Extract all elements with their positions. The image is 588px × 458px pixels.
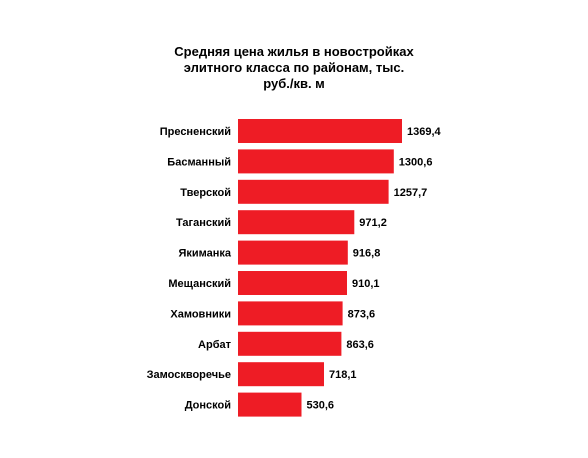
category-label-6: Мещанский [168, 278, 231, 290]
bar-6 [238, 271, 347, 295]
bar-3 [238, 179, 389, 204]
chart-title-line-1: Средняя цена жилья в новостройках [174, 44, 414, 59]
bar-4 [238, 210, 355, 235]
category-label-5: Якиманка [178, 248, 231, 260]
category-label-8: Арбат [198, 339, 232, 351]
value-label-9: 718,1 [329, 369, 357, 381]
value-label-6: 910,1 [352, 278, 380, 290]
category-label-9: Замоскворечье [147, 369, 231, 381]
value-label-5: 916,8 [353, 248, 381, 260]
category-label-2: Басманный [167, 156, 231, 168]
bar-5 [238, 240, 348, 265]
category-label-10: Донской [185, 400, 231, 412]
value-label-10: 530,6 [307, 400, 335, 412]
value-label-4: 971,2 [359, 217, 387, 229]
bar-2 [238, 149, 394, 174]
bar-9 [238, 362, 324, 387]
category-label-4: Таганский [176, 217, 231, 229]
bar-7 [238, 301, 343, 326]
value-label-1: 1369,4 [407, 126, 442, 138]
category-label-7: Хамовники [170, 308, 231, 320]
category-label-3: Тверской [180, 187, 231, 199]
category-label-1: Пресненский [160, 126, 231, 138]
value-label-8: 863,6 [346, 339, 374, 351]
value-label-2: 1300,6 [399, 156, 433, 168]
bar-1 [238, 119, 402, 143]
bar-8 [238, 331, 342, 356]
value-label-7: 873,6 [348, 308, 376, 320]
bar-10 [238, 392, 302, 417]
chart-title: Средняя цена жилья в новостройках элитно… [94, 44, 494, 92]
bars-group: Пресненский 1369,4 Басманный 1300,6 Тверской… [147, 119, 442, 417]
chart-title-line-2: элитного класса по районам, тыс. [183, 60, 405, 75]
value-label-3: 1257,7 [394, 187, 428, 199]
chart-title-line-3: руб./кв. м [263, 76, 325, 91]
